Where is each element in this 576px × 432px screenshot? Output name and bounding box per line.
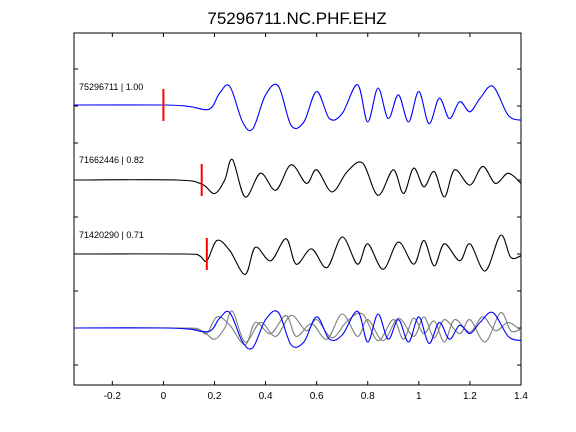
x-tick-label: 0.2 [208, 391, 222, 402]
x-tick-label: 0.6 [310, 391, 324, 402]
x-tick-label: 1.4 [514, 391, 528, 402]
trace-line-3 [73, 234, 522, 275]
x-tick-label: 0.4 [259, 391, 273, 402]
overlay-trace-2 [73, 310, 522, 343]
x-tick-label: 1.2 [463, 391, 477, 402]
trace-label-3: 71420290 | 0.71 [79, 230, 144, 240]
trace-label-2: 71662446 | 0.82 [79, 155, 144, 165]
x-tick-label: 1 [416, 391, 422, 402]
trace-label-1: 75296711 | 1.00 [79, 82, 143, 92]
chart-title: 75296711.NC.PHF.EHZ [207, 9, 386, 28]
trace-line-2 [73, 158, 522, 198]
trace-line-1 [73, 83, 522, 132]
chart-marks: -0.2 0 0.2 0.4 0.6 0.8 1 1.2 1.4 75296711 | 1.00 7… [73, 33, 528, 402]
x-tick-label: 0.8 [361, 391, 375, 402]
overlay-trace-1 [73, 310, 522, 350]
x-tick-label: -0.2 [104, 391, 122, 402]
plot-area-frame [73, 32, 522, 386]
x-tick-label: 0 [161, 391, 167, 402]
overlay-trace-3 [73, 312, 522, 346]
